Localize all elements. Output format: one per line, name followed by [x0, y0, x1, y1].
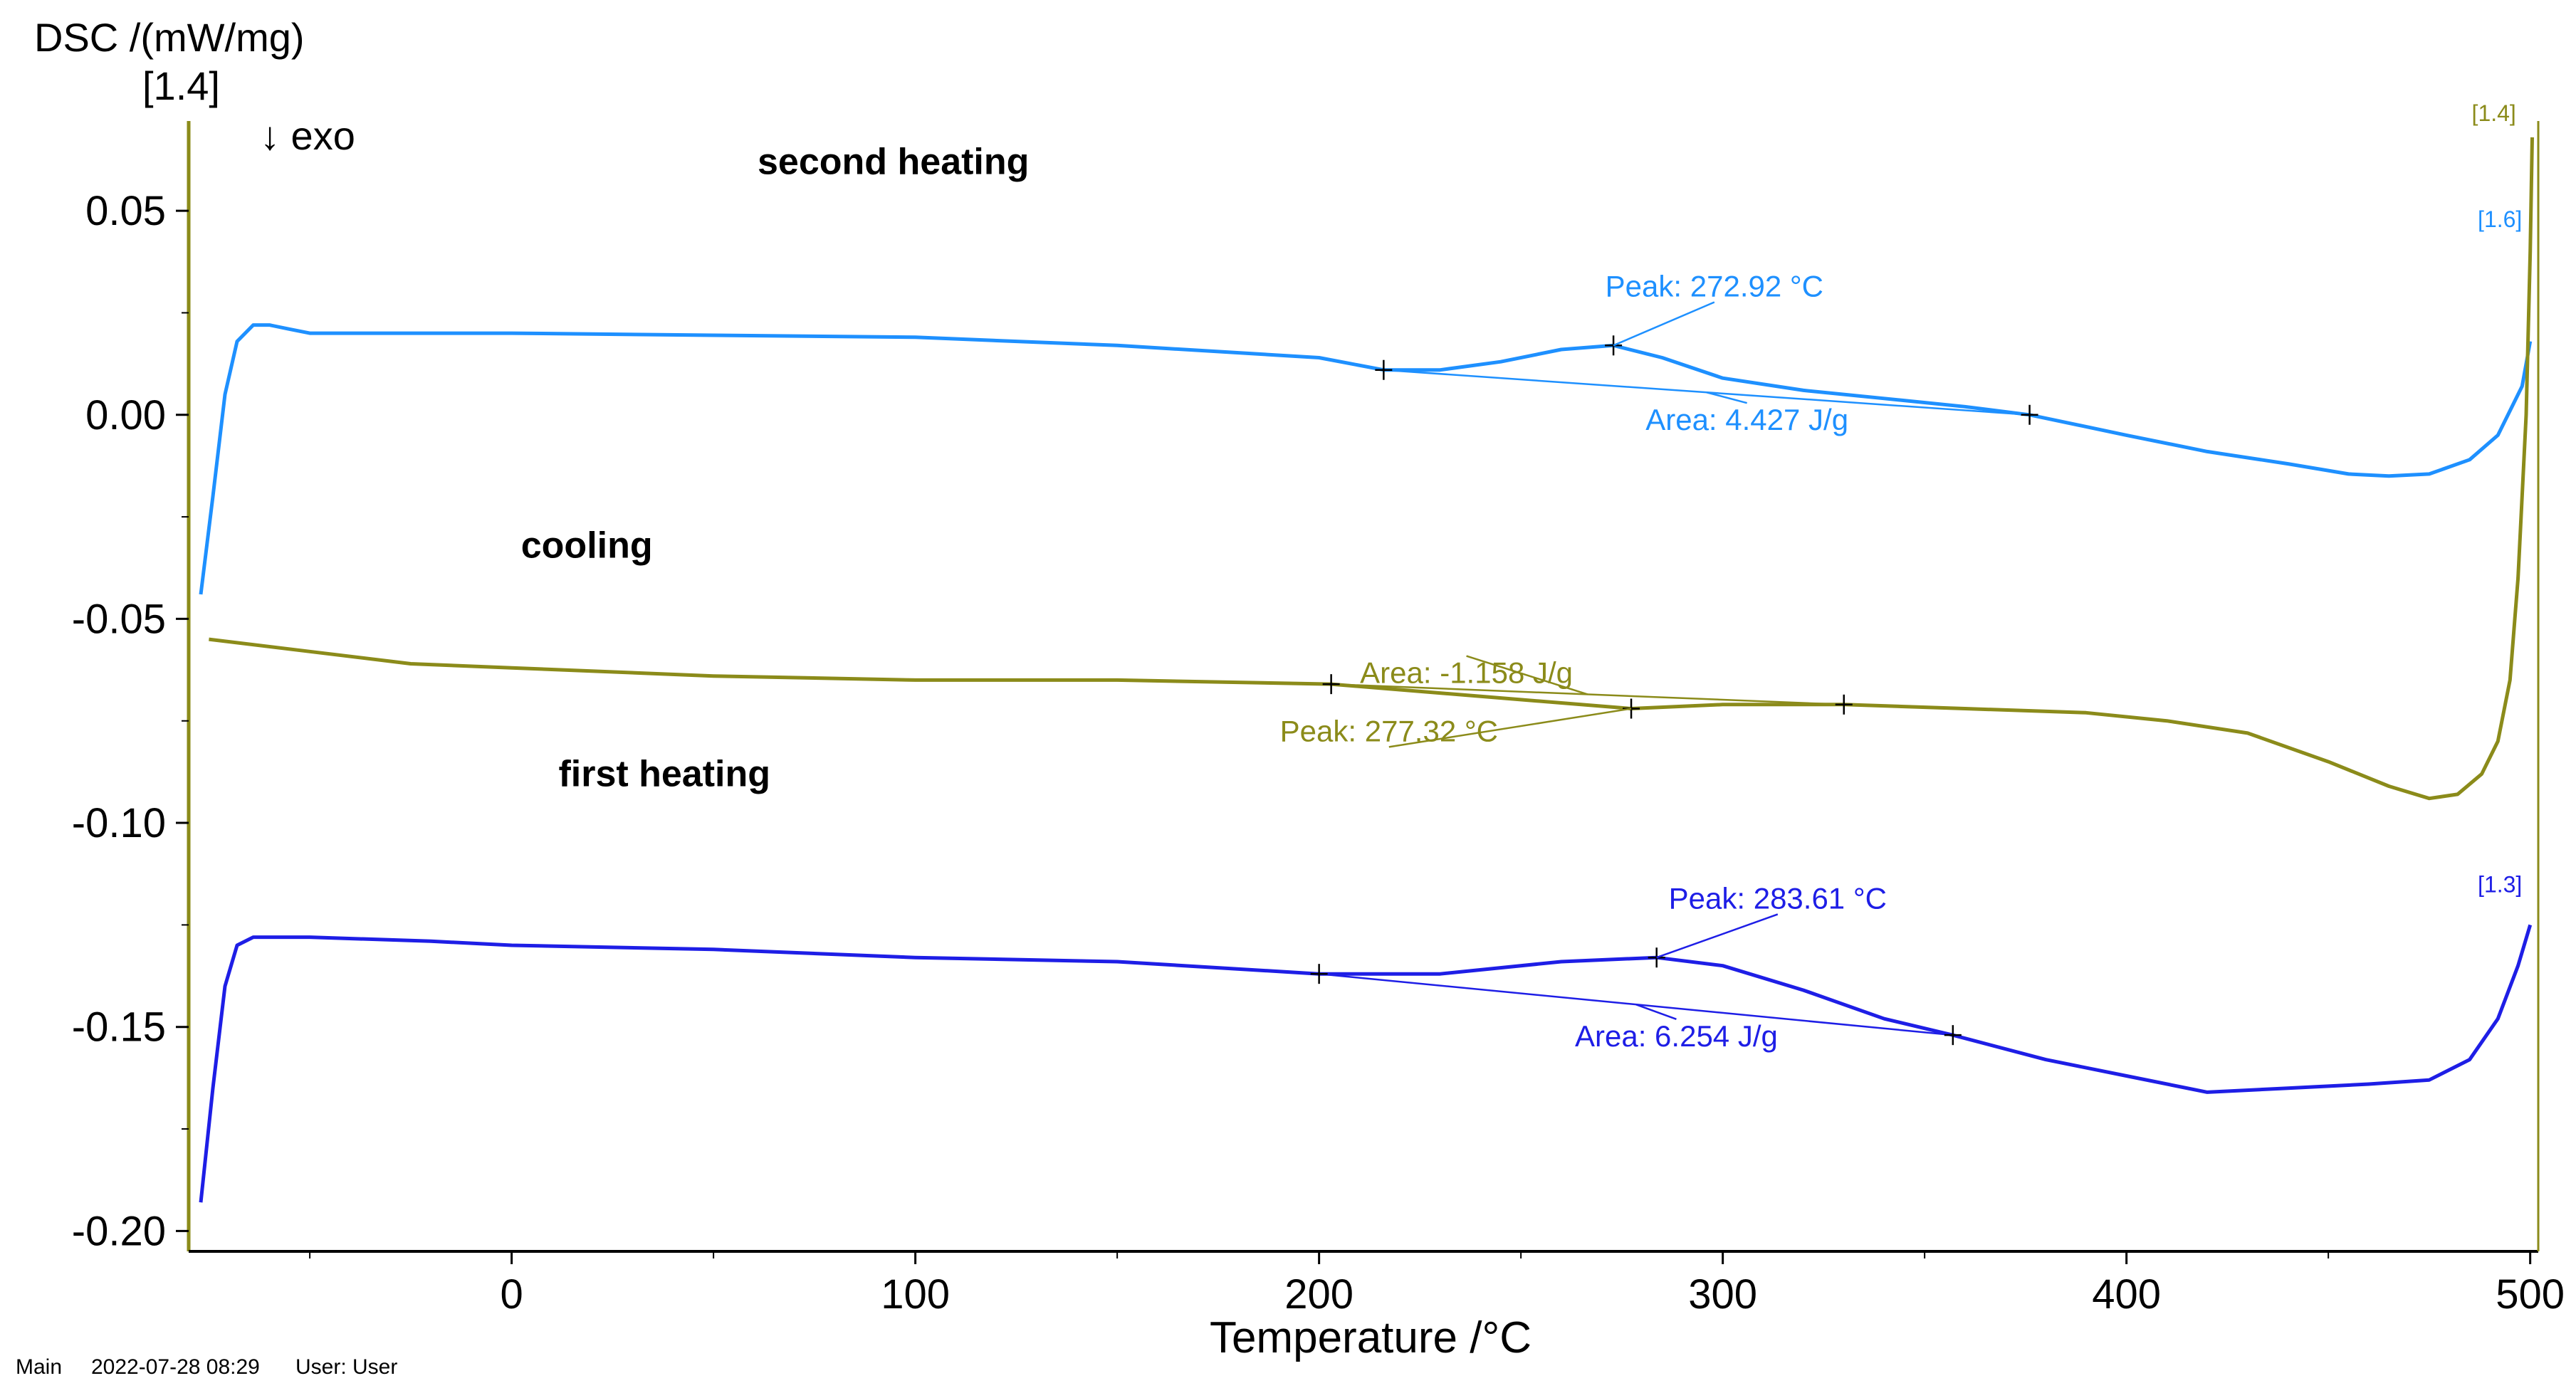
first-heating-curve [199, 924, 2533, 1203]
second-heating-peak-label: Peak: 272.92 °C [1606, 270, 1823, 303]
footer-user: User: User [295, 1355, 397, 1379]
x-axis-title: Temperature /°C [1210, 1313, 1532, 1362]
y-tick-label: 0.00 [85, 392, 166, 438]
second-heating-curve [199, 323, 2533, 595]
x-tick-label: 100 [881, 1271, 950, 1318]
first-heating-peak-leader [1656, 913, 1779, 959]
first-heating-series-label: first heating [558, 753, 770, 794]
y-tick-label: 0.05 [85, 188, 166, 234]
second-heating-area-label: Area: 4.427 J/g [1645, 403, 1848, 436]
x-tick-label: 0 [500, 1271, 523, 1318]
cooling-peak-label: Peak: 277.32 °C [1280, 714, 1498, 747]
first-heating-area-label: Area: 6.254 J/g [1575, 1019, 1778, 1053]
second-heating-end-tag: [1.6] [2478, 206, 2522, 232]
x-tick-label: 200 [1284, 1271, 1354, 1318]
curves-group [199, 137, 2534, 1203]
footer-main: Main [16, 1355, 62, 1379]
y-tick-label: -0.20 [72, 1208, 166, 1254]
first-heating-peak-label: Peak: 283.61 °C [1669, 881, 1887, 915]
footer-datetime: 2022-07-28 08:29 [91, 1355, 260, 1379]
cooling-series-label: cooling [521, 525, 653, 566]
first-heating-end-tag: [1.3] [2478, 872, 2522, 898]
cooling-curve [209, 137, 2534, 801]
cooling-area-label: Area: -1.158 J/g [1360, 656, 1573, 690]
ticks-group: 0 100 200 300 400 500 0.05 0.00 -0.05 -0.10 -0.15 -… [72, 188, 2565, 1318]
annotations-group: second heating Peak: 272.92 °C Area: 4.427… [521, 100, 2523, 1053]
first-heating-area-leader [1635, 1003, 1677, 1021]
y-tick-label: -0.10 [72, 800, 166, 846]
y-axis-index-label: [1.4] [142, 63, 220, 108]
second-heating-series-label: second heating [758, 142, 1029, 183]
second-heating-area-leader [1706, 391, 1747, 404]
second-heating-integration-baseline [1383, 369, 2030, 416]
x-tick-label: 400 [2092, 1271, 2161, 1318]
y-tick-label: -0.05 [72, 596, 166, 642]
x-tick-label: 300 [1688, 1271, 1757, 1318]
cooling-area-leader [1466, 655, 1588, 695]
cooling-peak-leader [1388, 708, 1632, 748]
x-tick-label: 500 [2496, 1271, 2565, 1318]
second-heating-peak-leader [1613, 301, 1715, 347]
exo-direction-label: ↓ exo [260, 113, 355, 158]
y-tick-label: -0.15 [72, 1004, 166, 1051]
cooling-end-tag: [1.4] [2472, 100, 2516, 126]
y-axis-title: DSC /(mW/mg) [34, 15, 305, 60]
first-heating-integration-baseline [1319, 972, 1953, 1036]
